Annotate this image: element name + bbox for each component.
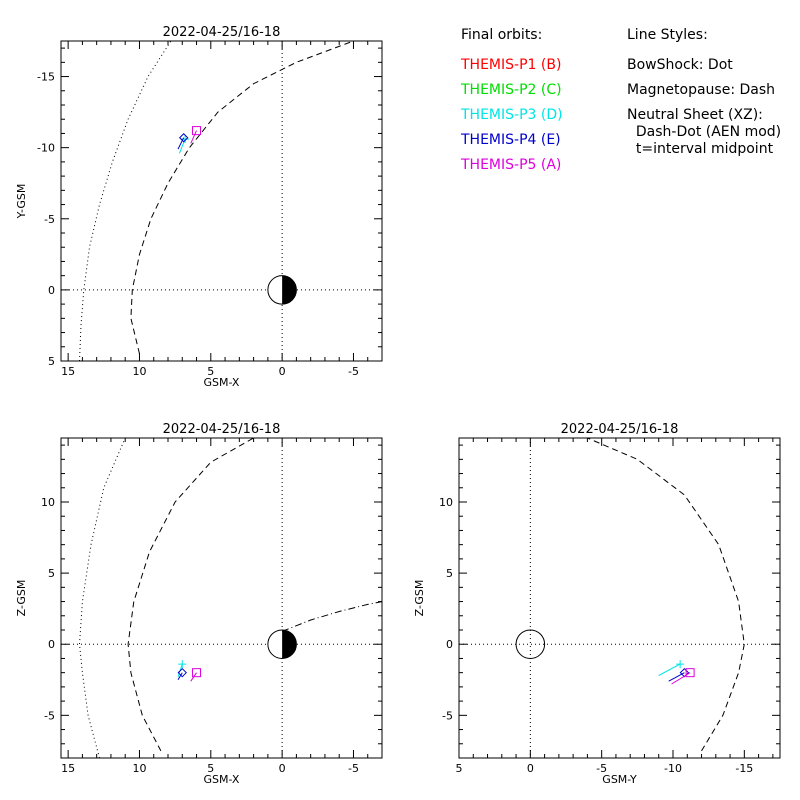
panel-1-ytick-label: -15	[37, 71, 55, 84]
panel-2-series-dashed-1	[127, 438, 254, 752]
panel-2-xtick-label: 15	[61, 762, 75, 775]
panel-2-frame	[60, 437, 383, 759]
panel-3-ytick-label: 0	[446, 638, 453, 651]
panel-2-xtick-label: 10	[132, 762, 146, 775]
panel-3-series-solid-3	[671, 672, 691, 685]
panel-2-xlabel: GSM-X	[204, 773, 240, 786]
panel-2-earth-night	[282, 629, 297, 659]
panel-2-xtick-label: 0	[279, 762, 286, 775]
panel-3-ytick-label: -5	[442, 709, 453, 722]
panel-3-marker-plus	[676, 660, 685, 669]
panel-1-ytick-label: 5	[48, 355, 55, 368]
panel-1-marker-square	[192, 126, 202, 136]
probe-label-p3: THEMIS-P3 (D)	[461, 107, 563, 123]
panel-1-marker-plus	[181, 135, 190, 144]
panel-1-series-solid-3	[177, 137, 185, 150]
panel-3-xlabel: GSM-Y	[602, 773, 637, 786]
panel-2-ytick-label: -5	[44, 709, 55, 722]
panel-3-title: 2022-04-25/16-18	[561, 422, 679, 437]
panel-1-ylabel: Y-GSM	[15, 184, 28, 220]
orbits-header: Final orbits:	[461, 27, 543, 43]
panel-2-ytick-label: 5	[48, 567, 55, 580]
panel-2-series-dotted-0	[78, 438, 126, 758]
panel-1-series-dashed-1	[130, 41, 354, 355]
panel-3-earth	[515, 629, 546, 659]
style-magnetopause: Magnetopause: Dash	[627, 82, 776, 98]
panel-3-xtick-label: -15	[735, 762, 753, 775]
panel-3-marker-square	[685, 668, 695, 678]
panel-3-marker-diamond	[679, 667, 690, 678]
panel-1-series-solid-4	[190, 130, 197, 144]
panel-2-marker-square	[192, 668, 202, 678]
panel-2-ytick-label: 10	[41, 496, 55, 509]
panel-2-series-dashdot-2	[281, 601, 382, 632]
panel-2-xtick-label: -5	[348, 762, 359, 775]
panel-1-title: 2022-04-25/16-18	[163, 25, 281, 40]
probe-label-p5: THEMIS-P5 (A)	[461, 157, 562, 173]
probe-label-p1: THEMIS-P1 (B)	[461, 57, 562, 73]
style-bowshock: BowShock: Dot	[627, 57, 733, 73]
panel-2-title: 2022-04-25/16-18	[163, 422, 281, 437]
panel-3-ytick-label: 10	[439, 496, 453, 509]
panel-1-marker-diamond	[178, 133, 189, 143]
panel-1-xtick-label: 15	[61, 365, 75, 378]
panel-3-series-solid-1	[658, 663, 681, 676]
panel-1-frame	[60, 40, 383, 362]
panel-1-xtick-label: 10	[132, 365, 146, 378]
panel-3-series-dashed-0	[587, 438, 745, 752]
style-interval-midpoint: t=interval midpoint	[627, 141, 774, 157]
panel-2-ylabel: Z-GSM	[15, 580, 28, 617]
panel-1-ytick-label: -10	[37, 142, 55, 155]
panel-3-xtick-label: -10	[664, 762, 682, 775]
panel-2-marker-diamond	[177, 667, 187, 678]
panel-1-earth-night	[282, 275, 297, 305]
panel-3-ylabel: Z-GSM	[413, 580, 426, 617]
panel-1-xtick-label: 0	[279, 365, 286, 378]
panel-3-xtick-label: 0	[527, 762, 534, 775]
probe-label-p4: THEMIS-P4 (E)	[461, 132, 561, 148]
panel-2-ytick-label: 0	[48, 638, 55, 651]
panel-1-series-dotted-0	[79, 41, 172, 361]
panel-2-marker-plus	[178, 660, 187, 669]
styles-header: Line Styles:	[627, 27, 708, 43]
panel-3-xtick-label: -5	[596, 762, 607, 775]
panel-3-ytick-label: 5	[446, 567, 453, 580]
panel-3-xtick-label: 5	[456, 762, 463, 775]
style-neutral-sheet: Neutral Sheet (XZ):	[627, 107, 763, 123]
panel-2-series-solid-4	[177, 672, 183, 681]
panel-1-ytick-label: -5	[44, 213, 55, 226]
panel-3-frame	[458, 437, 781, 759]
style-dash-dot: Dash-Dot (AEN mod)	[627, 124, 782, 140]
panel-1-xtick-label: 5	[207, 365, 214, 378]
probe-label-p2: THEMIS-P2 (C)	[461, 82, 562, 98]
panel-1-xtick-label: -5	[348, 365, 359, 378]
panel-1-ytick-label: 0	[48, 284, 55, 297]
panel-2-xtick-label: 5	[207, 762, 214, 775]
panel-1-xlabel: GSM-X	[204, 376, 240, 389]
